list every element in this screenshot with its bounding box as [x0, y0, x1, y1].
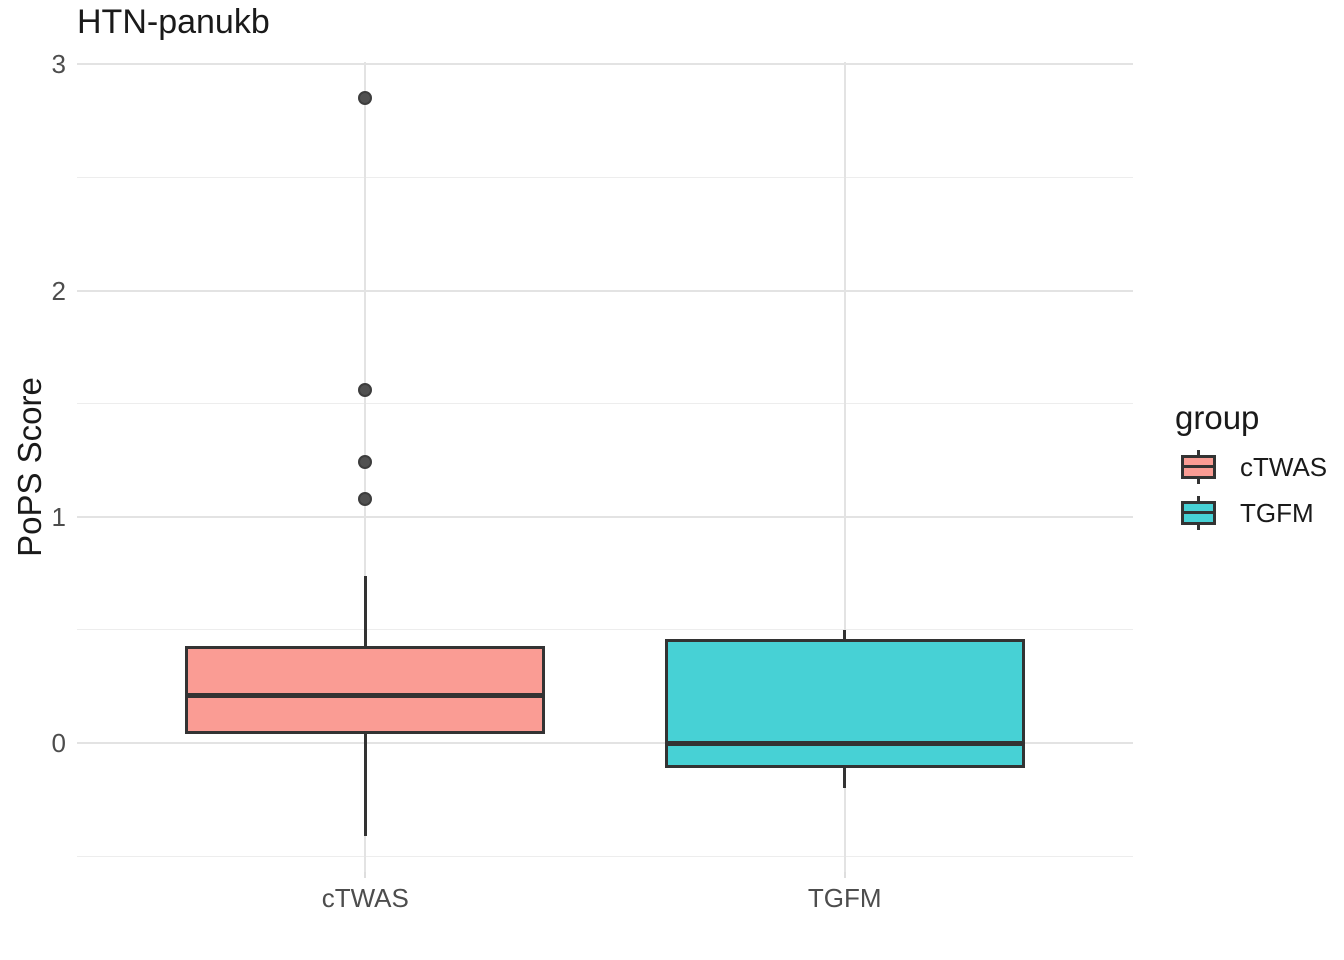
- boxplot-median-TGFM: [667, 740, 1022, 746]
- legend-title: group: [1175, 399, 1260, 436]
- boxplot-key-icon: [1181, 496, 1216, 530]
- key-median-line: [1184, 465, 1213, 468]
- y-tick-label: 2: [51, 275, 66, 306]
- x-axis-tick: [364, 872, 367, 878]
- legend-entry-label: cTWAS: [1240, 451, 1328, 482]
- gridline-vertical: [843, 62, 846, 872]
- boxplot-key-icon: [1181, 450, 1216, 484]
- gridline-major: [77, 63, 1133, 66]
- x-axis-tick: [843, 872, 846, 878]
- plot-title: HTN-panukb: [77, 3, 270, 41]
- boxplot-box-cTWAS: [185, 645, 546, 734]
- y-tick-label: 3: [51, 49, 66, 80]
- gridline-minor: [77, 855, 1133, 857]
- outlier-point: [358, 91, 373, 106]
- gridline-minor: [77, 403, 1133, 405]
- outlier-point: [358, 383, 373, 398]
- boxplot-box-TGFM: [664, 638, 1025, 768]
- y-tick-label: 1: [51, 501, 66, 532]
- outlier-point: [358, 455, 373, 470]
- outlier-point: [358, 491, 373, 506]
- x-tick-label-TGFM: TGFM: [807, 883, 882, 913]
- key-median-line: [1184, 511, 1213, 514]
- boxplot-median-cTWAS: [188, 693, 543, 699]
- y-tick-label: 0: [51, 728, 66, 759]
- gridline-major: [77, 289, 1133, 292]
- gridline-major: [77, 742, 1133, 745]
- legend-entry-TGFM: TGFM: [1181, 496, 1327, 530]
- x-tick-label-cTWAS: cTWAS: [321, 883, 409, 913]
- gridline-minor: [77, 629, 1133, 631]
- gridline-major: [77, 515, 1133, 518]
- legend-entries: cTWAS TGFM: [1175, 450, 1327, 530]
- plot-panel: [77, 62, 1133, 872]
- legend-entry-label: TGFM: [1240, 497, 1314, 528]
- gridline-minor: [77, 176, 1133, 178]
- legend-entry-cTWAS: cTWAS: [1181, 450, 1327, 484]
- legend: group cTWAS TGFM: [1175, 398, 1327, 542]
